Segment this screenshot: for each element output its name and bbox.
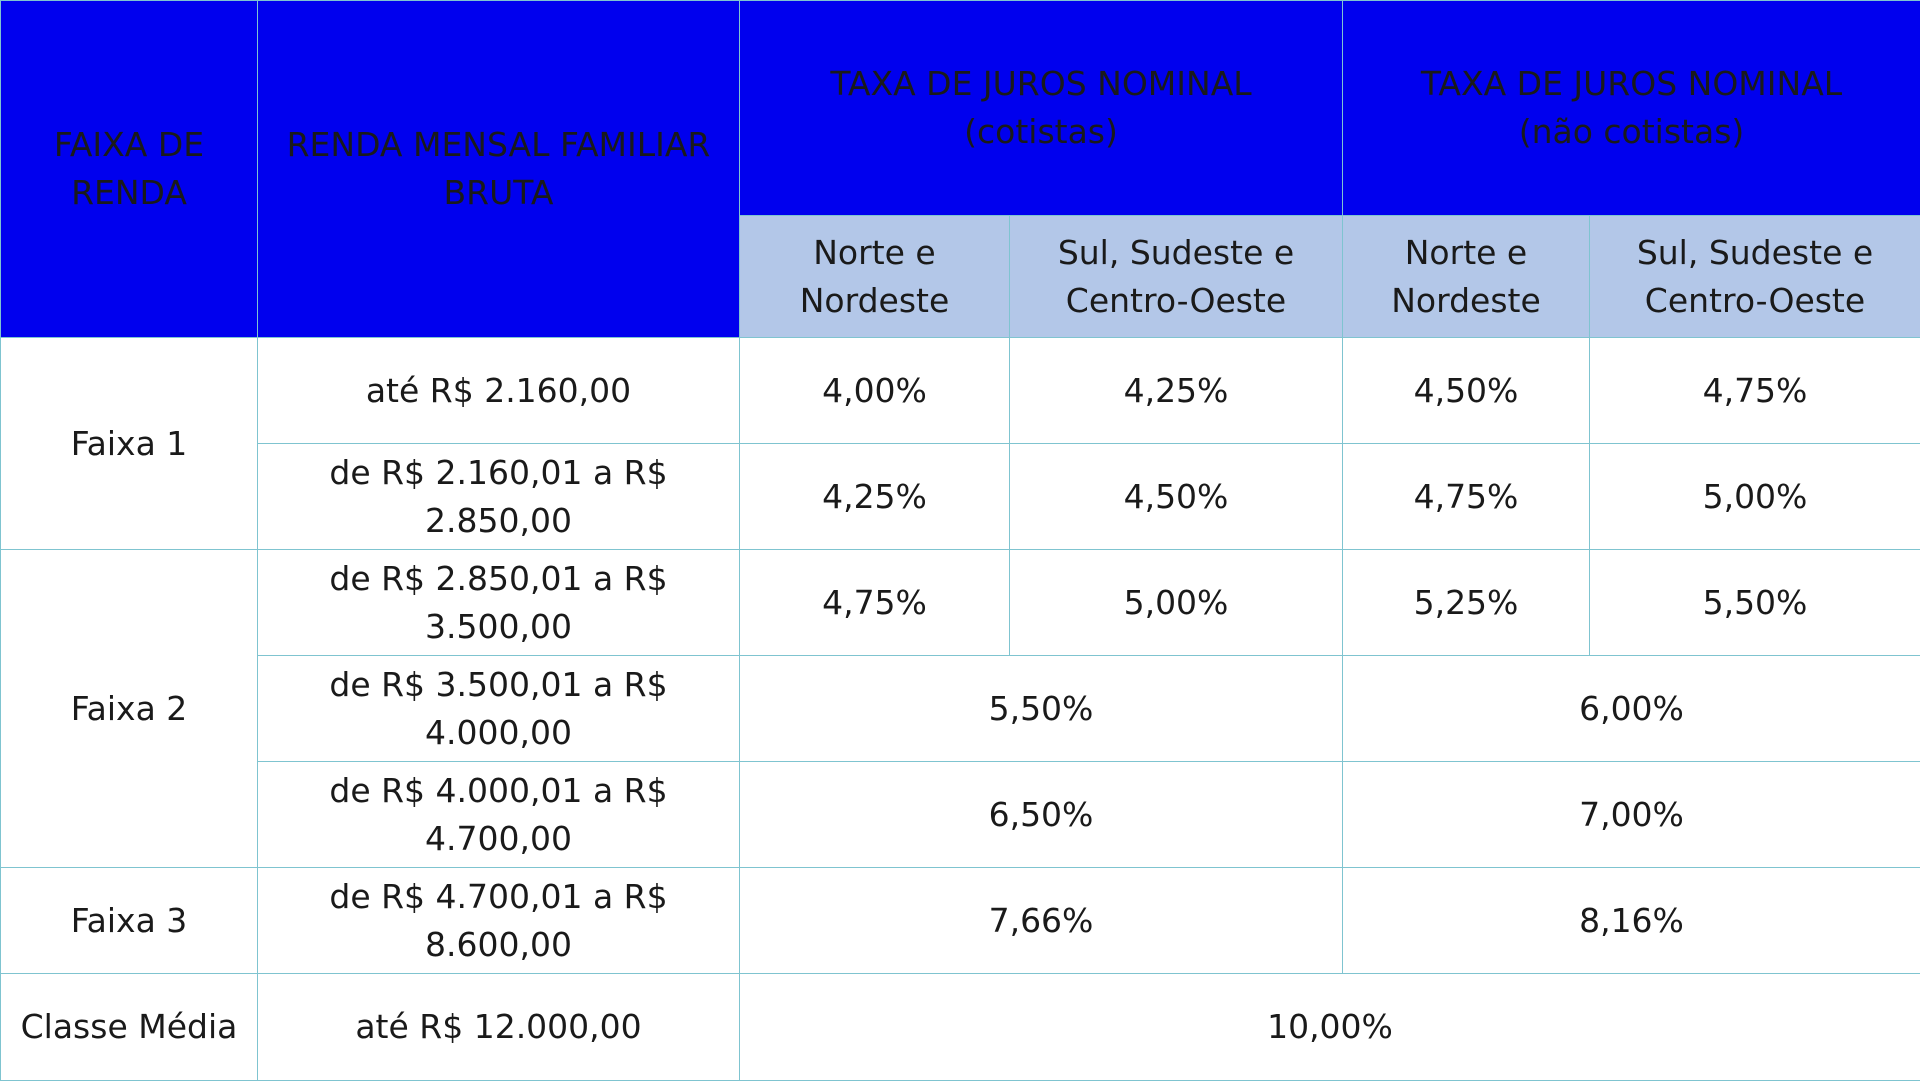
rate-cell: 5,25% [1343,550,1590,656]
region-label-line: Nordeste [746,277,1003,325]
rate-cell: 4,00% [740,338,1010,444]
renda-cell: de R$ 2.160,01 a R$ 2.850,00 [258,444,740,550]
renda-cell: de R$ 4.000,01 a R$ 4.700,00 [258,762,740,868]
rate-cell: 5,00% [1010,550,1343,656]
rate-cell-nao-cotistas: 8,16% [1343,868,1920,974]
header-faixa-line-2: RENDA [7,169,251,217]
rate-cell-nao-cotistas: 7,00% [1343,762,1920,868]
region-label-line: Norte e [746,229,1003,277]
rate-cell-cotistas: 5,50% [740,656,1343,762]
faixa-cell: Faixa 1 [1,338,258,550]
rate-cell-cotistas: 7,66% [740,868,1343,974]
header-taxa-cotistas: TAXA DE JUROS NOMINAL (cotistas) [740,1,1343,216]
header-cotistas-norte-nordeste: Norte e Nordeste [740,216,1010,338]
region-label-line: Nordeste [1349,277,1583,325]
rate-cell: 4,25% [1010,338,1343,444]
rate-cell: 4,50% [1010,444,1343,550]
rate-cell: 4,75% [740,550,1010,656]
header-faixa-de-renda: FAIXA DE RENDA [1,1,258,338]
header-renda-line-2: BRUTA [264,169,733,217]
table-row: Faixa 2 de R$ 2.850,01 a R$ 3.500,00 4,7… [1,550,1920,656]
rate-cell: 5,00% [1590,444,1920,550]
region-label-line: Sul, Sudeste e [1596,229,1914,277]
header-renda-mensal: RENDA MENSAL FAMILIAR BRUTA [258,1,740,338]
renda-cell: de R$ 3.500,01 a R$ 4.000,00 [258,656,740,762]
header-cotistas-line-1: TAXA DE JUROS NOMINAL [746,60,1336,108]
rate-cell: 4,75% [1343,444,1590,550]
faixa-cell: Faixa 3 [1,868,258,974]
table-row: Faixa 3 de R$ 4.700,01 a R$ 8.600,00 7,6… [1,868,1920,974]
rate-cell-classe-media: 10,00% [740,974,1920,1081]
header-cotistas-line-2: (cotistas) [746,108,1336,156]
region-label-line: Centro-Oeste [1596,277,1914,325]
header-cotistas-sul-sudeste-centro-oeste: Sul, Sudeste e Centro-Oeste [1010,216,1343,338]
rate-cell-nao-cotistas: 6,00% [1343,656,1920,762]
rate-cell: 4,50% [1343,338,1590,444]
renda-cell: até R$ 2.160,00 [258,338,740,444]
header-nao-cotistas-norte-nordeste: Norte e Nordeste [1343,216,1590,338]
renda-cell: de R$ 4.700,01 a R$ 8.600,00 [258,868,740,974]
header-nao-cotistas-line-1: TAXA DE JUROS NOMINAL [1349,60,1914,108]
region-label-line: Sul, Sudeste e [1016,229,1336,277]
table-row: de R$ 4.000,01 a R$ 4.700,00 6,50% 7,00% [1,762,1920,868]
header-row-main: FAIXA DE RENDA RENDA MENSAL FAMILIAR BRU… [1,1,1920,216]
renda-cell: até R$ 12.000,00 [258,974,740,1081]
region-label-line: Norte e [1349,229,1583,277]
region-label-line: Centro-Oeste [1016,277,1336,325]
faixa-cell: Faixa 2 [1,550,258,868]
rate-cell: 5,50% [1590,550,1920,656]
header-taxa-nao-cotistas: TAXA DE JUROS NOMINAL (não cotistas) [1343,1,1920,216]
table-row: de R$ 2.160,01 a R$ 2.850,00 4,25% 4,50%… [1,444,1920,550]
header-nao-cotistas-sul-sudeste-centro-oeste: Sul, Sudeste e Centro-Oeste [1590,216,1920,338]
header-faixa-line-1: FAIXA DE [7,121,251,169]
table-row: Classe Média até R$ 12.000,00 10,00% [1,974,1920,1081]
renda-cell: de R$ 2.850,01 a R$ 3.500,00 [258,550,740,656]
header-nao-cotistas-line-2: (não cotistas) [1349,108,1914,156]
faixa-cell: Classe Média [1,974,258,1081]
table-row: de R$ 3.500,01 a R$ 4.000,00 5,50% 6,00% [1,656,1920,762]
header-renda-line-1: RENDA MENSAL FAMILIAR [264,121,733,169]
table-row: Faixa 1 até R$ 2.160,00 4,00% 4,25% 4,50… [1,338,1920,444]
rate-cell-cotistas: 6,50% [740,762,1343,868]
rate-cell: 4,25% [740,444,1010,550]
rate-cell: 4,75% [1590,338,1920,444]
